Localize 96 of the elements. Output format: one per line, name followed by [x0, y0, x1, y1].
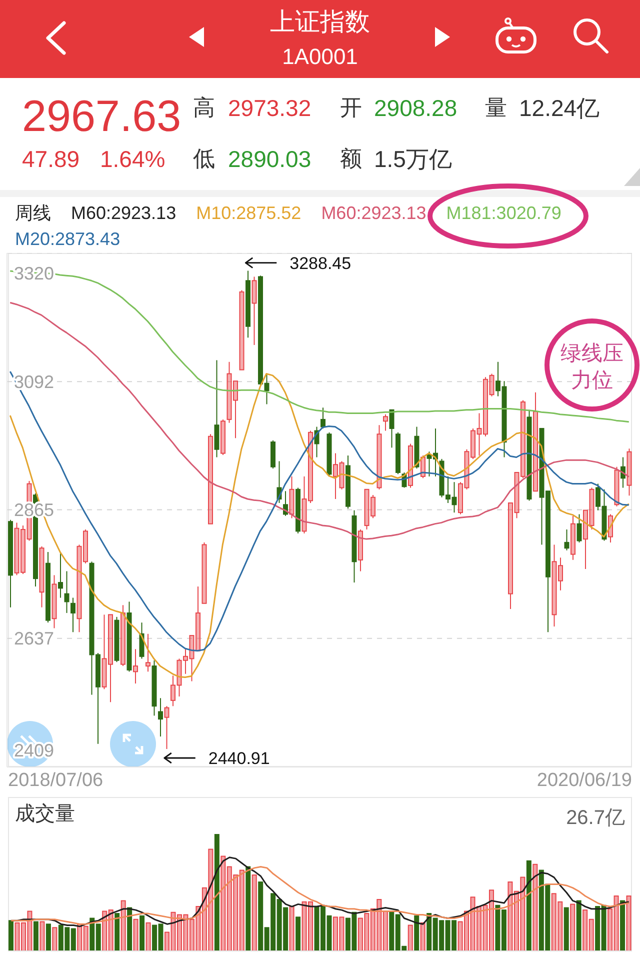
bar: [164, 932, 170, 951]
text: 额: [340, 146, 362, 172]
bar: [376, 899, 382, 951]
bar: [408, 924, 413, 951]
text: 开: [340, 95, 362, 121]
bar: [27, 910, 32, 951]
bar: [108, 910, 114, 951]
bar: [470, 896, 476, 951]
bar: [102, 910, 108, 951]
bar: [33, 921, 38, 951]
text: 高: [193, 95, 215, 121]
bar: [220, 856, 226, 951]
legend-title: 周线: [15, 203, 51, 224]
bar: [20, 922, 26, 951]
bar: [520, 876, 526, 951]
bar: [308, 901, 314, 951]
bar: [564, 907, 569, 951]
bar: [246, 866, 251, 951]
bar: [488, 890, 494, 951]
bar: [83, 926, 88, 951]
text: 量: [485, 95, 507, 121]
bar: [239, 870, 244, 951]
text: 2020/06/19: [536, 768, 632, 792]
annotation: 绿线压力位: [560, 341, 624, 394]
bar: [570, 904, 576, 951]
bar: [526, 860, 532, 951]
bar: [576, 900, 582, 951]
bar: [358, 918, 363, 951]
bar: [582, 910, 588, 951]
annotation: 3288.45: [290, 254, 352, 273]
bar: [482, 904, 488, 951]
y-tick-label: 2637: [14, 628, 54, 649]
bar: [626, 896, 632, 951]
bar: [133, 918, 138, 951]
text: 12.24亿: [519, 94, 600, 122]
bar: [296, 916, 301, 951]
bar: [8, 920, 14, 951]
text: 1A0001: [282, 44, 358, 70]
bar: [620, 900, 626, 951]
bar: [233, 874, 238, 951]
bar: [339, 916, 344, 951]
text: M181:3020.79: [446, 203, 562, 224]
bar: [114, 913, 120, 951]
bar: [608, 908, 613, 951]
text: 低: [193, 146, 215, 172]
bar: [176, 914, 182, 951]
text: 47.89: [22, 145, 80, 173]
bar: [532, 864, 538, 951]
text: M60:2923.13: [321, 203, 426, 224]
bar: [52, 927, 58, 951]
text: 26.7亿: [566, 806, 625, 830]
bar: [289, 906, 294, 951]
text: M10:2875.52: [196, 203, 302, 224]
bar: [302, 901, 307, 951]
bar: [558, 901, 563, 951]
bar: [214, 834, 220, 951]
bar: [332, 916, 338, 951]
text: 2973.32: [228, 94, 312, 122]
bar: [420, 922, 426, 951]
bar: [46, 924, 51, 951]
text: 2890.03: [228, 145, 312, 173]
bar: [464, 910, 470, 951]
bar: [14, 922, 20, 951]
bar: [208, 848, 214, 951]
bar: [588, 918, 594, 951]
bar: [508, 881, 513, 951]
bar: [40, 921, 45, 951]
text: 1.5万亿: [374, 145, 452, 173]
text: 2908.28: [374, 94, 458, 122]
text: M60:2923.13: [71, 203, 176, 224]
bar: [183, 914, 188, 951]
bar: [414, 915, 420, 951]
bar: [364, 913, 370, 951]
chart-title: 成交量: [15, 802, 75, 826]
bar: [614, 896, 619, 951]
bar: [476, 906, 482, 951]
text: 上证指数: [270, 7, 370, 37]
bar: [127, 907, 132, 951]
text: M20:2873.43: [15, 229, 120, 250]
annotation: 2440.91: [208, 748, 270, 768]
bar: [382, 910, 388, 951]
bar: [146, 922, 151, 951]
bar: [370, 908, 376, 951]
text: 2967.63: [22, 90, 182, 142]
bar: [252, 874, 257, 951]
bar: [514, 890, 519, 951]
text: 2018/07/06: [8, 768, 104, 792]
bar: [189, 918, 194, 951]
bar: [170, 912, 176, 951]
text: 1.64%: [100, 145, 166, 173]
bar: [140, 915, 145, 951]
bar: [120, 900, 126, 951]
bar: [226, 866, 232, 951]
bar: [551, 893, 556, 951]
bar: [458, 921, 463, 951]
bar: [202, 887, 207, 951]
